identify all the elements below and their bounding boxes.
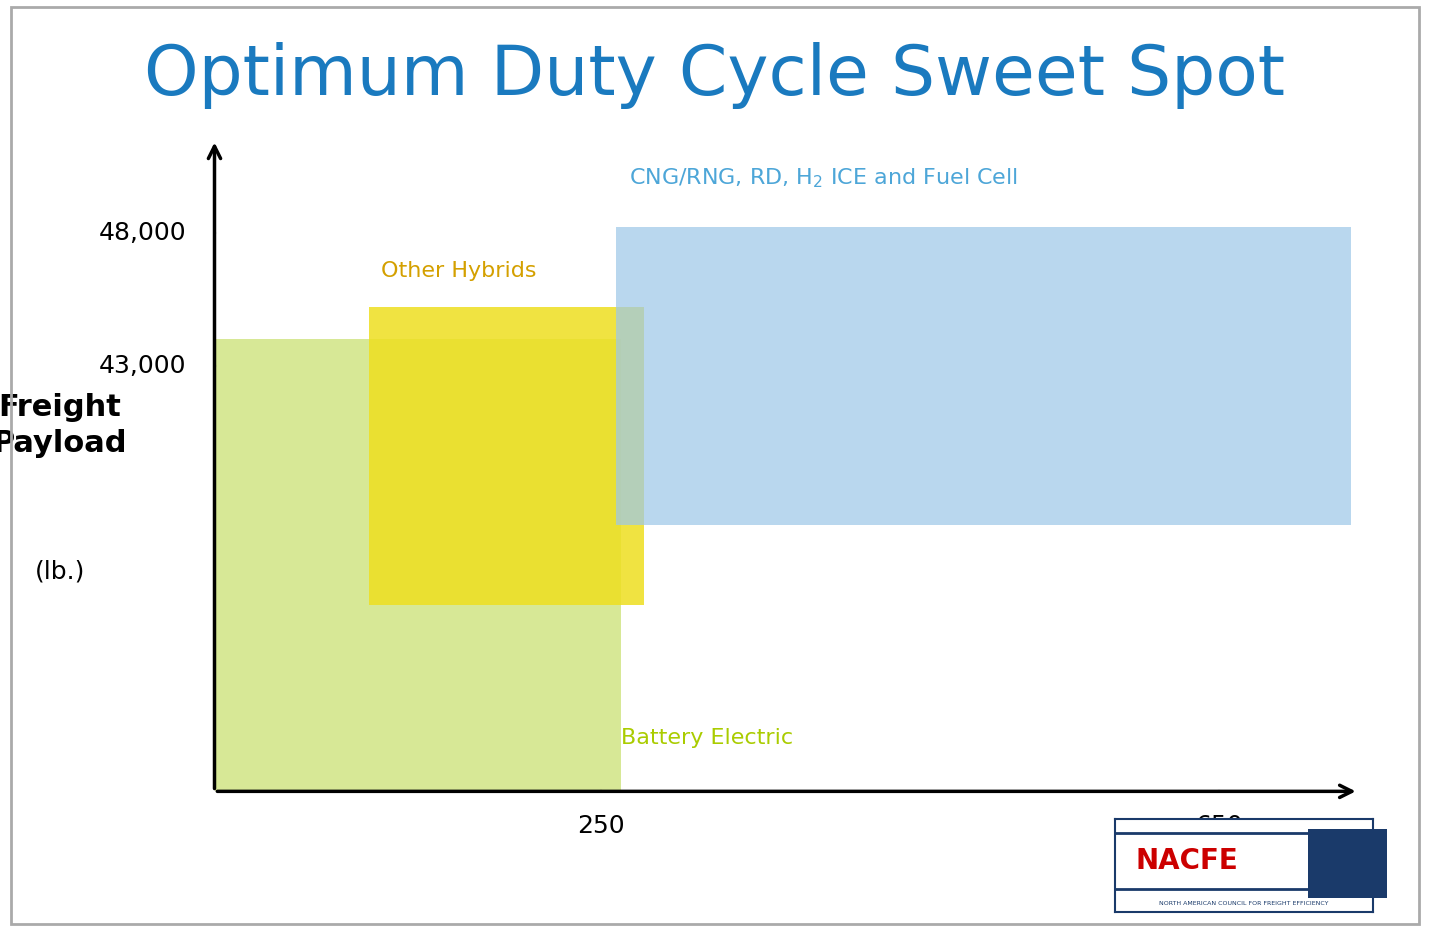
Text: 250: 250 [578, 814, 625, 838]
Text: 43,000: 43,000 [99, 354, 186, 378]
Bar [214, 339, 621, 791]
Bar [369, 307, 645, 605]
Text: NACFE: NACFE [1135, 847, 1238, 875]
Text: Optimum Duty Cycle Sweet Spot: Optimum Duty Cycle Sweet Spot [144, 42, 1286, 109]
Text: Freight
Payload: Freight Payload [0, 393, 127, 458]
Text: NORTH AMERICAN COUNCIL FOR FREIGHT EFFICIENCY: NORTH AMERICAN COUNCIL FOR FREIGHT EFFIC… [1160, 900, 1328, 906]
Text: 650: 650 [1195, 814, 1243, 838]
Text: CNG/RNG, RD, H$_2$ ICE and Fuel Cell: CNG/RNG, RD, H$_2$ ICE and Fuel Cell [629, 167, 1018, 190]
Bar [616, 227, 1351, 525]
Text: 48,000: 48,000 [99, 221, 186, 245]
Text: Battery Electric: Battery Electric [621, 728, 794, 749]
Text: (lb.): (lb.) [34, 560, 86, 584]
Text: Other Hybrids: Other Hybrids [382, 261, 536, 280]
